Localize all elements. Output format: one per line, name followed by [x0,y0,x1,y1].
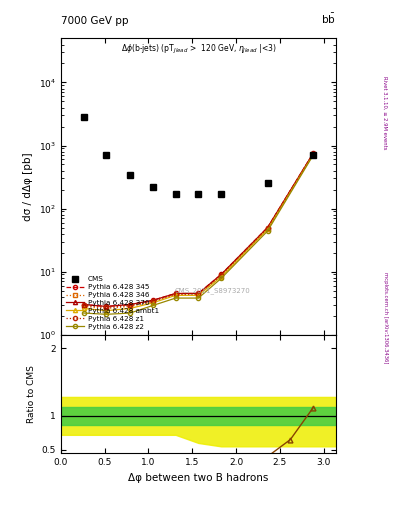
Line: Pythia 6.428 346: Pythia 6.428 346 [82,152,315,311]
Pythia 6.428 346 [151,299,155,305]
Pythia 6.428 z1 [81,303,86,309]
Pythia 6.428 ambt1 [311,152,316,158]
Pythia 6.428 346 [265,226,270,232]
Pythia 6.428 346 [196,292,201,298]
CMS [81,114,86,120]
Pythia 6.428 z2 [196,295,201,301]
Pythia 6.428 z2 [311,152,316,158]
Pythia 6.428 345 [173,290,178,296]
Y-axis label: dσ / dΔφ [pb]: dσ / dΔφ [pb] [23,152,33,221]
Pythia 6.428 345 [311,151,316,157]
CMS [311,152,316,158]
CMS [219,191,224,197]
Pythia 6.428 z1 [128,303,132,309]
Pythia 6.428 345 [81,302,86,308]
Pythia 6.428 346 [81,304,86,310]
Pythia 6.428 z1 [219,272,224,278]
Pythia 6.428 z2 [104,311,109,317]
Pythia 6.428 ambt1 [265,226,270,232]
Text: b$\bar{\rm b}$: b$\bar{\rm b}$ [321,11,336,26]
Pythia 6.428 z2 [173,295,178,301]
CMS [104,152,109,158]
CMS [151,184,155,190]
X-axis label: Δφ between two B hadrons: Δφ between two B hadrons [128,473,269,482]
Pythia 6.428 z2 [81,310,86,316]
Line: Pythia 6.428 345: Pythia 6.428 345 [82,152,315,309]
CMS [128,172,132,178]
Pythia 6.428 ambt1 [128,305,132,311]
Text: Rivet 3.1.10, ≥ 2.9M events: Rivet 3.1.10, ≥ 2.9M events [383,76,387,150]
Text: $\Delta\phi$(b-jets) (pT$_{\mathit{Jlead}}$ >  120 GeV, $\eta_{\mathit{Jlead}}$ : $\Delta\phi$(b-jets) (pT$_{\mathit{Jlead… [121,43,276,56]
Pythia 6.428 345 [265,224,270,230]
Pythia 6.428 370 [219,271,224,278]
Pythia 6.428 z2 [265,228,270,234]
Pythia 6.428 345 [151,297,155,304]
Line: Pythia 6.428 370: Pythia 6.428 370 [82,152,315,309]
Pythia 6.428 370 [128,302,132,308]
CMS [173,191,178,197]
Text: 7000 GeV pp: 7000 GeV pp [61,15,129,26]
CMS [196,191,201,197]
Pythia 6.428 346 [104,305,109,311]
Pythia 6.428 370 [173,290,178,296]
Pythia 6.428 345 [128,302,132,308]
Pythia 6.428 ambt1 [104,308,109,314]
Pythia 6.428 345 [219,271,224,278]
Pythia 6.428 z1 [196,291,201,297]
Pythia 6.428 z1 [173,291,178,297]
Pythia 6.428 346 [219,273,224,279]
Line: Pythia 6.428 z2: Pythia 6.428 z2 [82,153,315,316]
Pythia 6.428 370 [196,290,201,296]
Pythia 6.428 z2 [219,275,224,282]
Line: CMS: CMS [80,114,317,198]
Pythia 6.428 ambt1 [151,300,155,306]
Pythia 6.428 z2 [128,310,132,316]
Pythia 6.428 370 [104,304,109,310]
Text: CMS_2011_S8973270: CMS_2011_S8973270 [174,287,250,293]
Pythia 6.428 370 [81,302,86,308]
Pythia 6.428 370 [151,297,155,304]
Pythia 6.428 346 [173,292,178,298]
Y-axis label: Ratio to CMS: Ratio to CMS [27,365,36,423]
Line: Pythia 6.428 ambt1: Pythia 6.428 ambt1 [82,153,315,313]
Pythia 6.428 z1 [265,225,270,231]
Pythia 6.428 z2 [151,303,155,309]
Pythia 6.428 ambt1 [173,292,178,298]
CMS [265,180,270,186]
Pythia 6.428 345 [196,290,201,296]
Pythia 6.428 ambt1 [196,292,201,298]
Pythia 6.428 ambt1 [219,273,224,280]
Legend: CMS, Pythia 6.428 345, Pythia 6.428 346, Pythia 6.428 370, Pythia 6.428 ambt1, P: CMS, Pythia 6.428 345, Pythia 6.428 346,… [64,275,160,331]
Pythia 6.428 346 [128,304,132,310]
Pythia 6.428 345 [104,304,109,310]
Pythia 6.428 370 [311,151,316,157]
Pythia 6.428 ambt1 [81,305,86,311]
Line: Pythia 6.428 z1: Pythia 6.428 z1 [82,152,315,310]
Pythia 6.428 346 [311,151,316,157]
Pythia 6.428 370 [265,224,270,230]
Pythia 6.428 z1 [151,298,155,304]
Pythia 6.428 z1 [311,151,316,157]
Pythia 6.428 z1 [104,304,109,310]
Text: mcplots.cern.ch [arXiv:1306.3436]: mcplots.cern.ch [arXiv:1306.3436] [383,272,387,363]
